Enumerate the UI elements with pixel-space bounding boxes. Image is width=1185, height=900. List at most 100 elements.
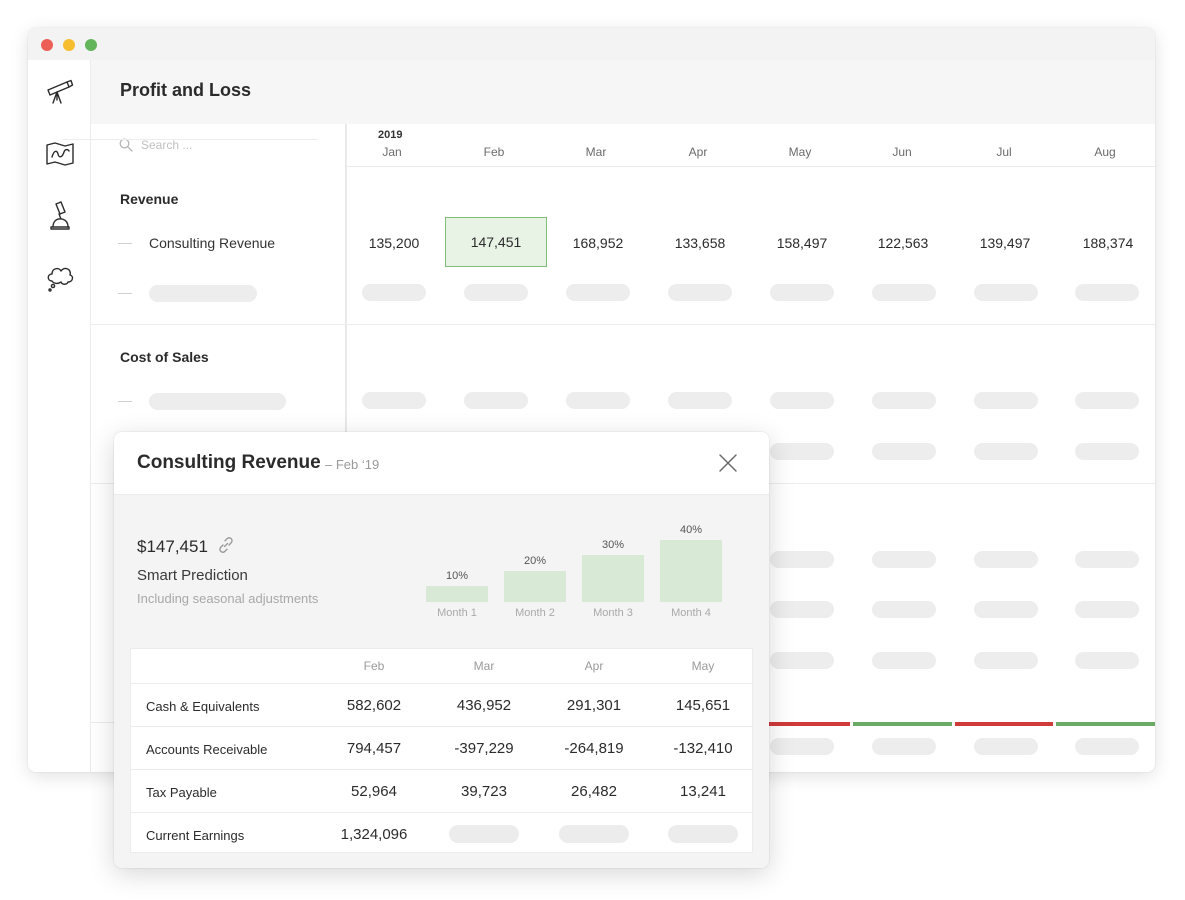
placeholder-cell [362,284,426,301]
table-cell: 1,324,096 [340,826,408,843]
chart-value-label: 40% [679,524,703,536]
cell-apr[interactable]: 133,658 [674,235,726,251]
section-divider [91,324,1155,325]
table-header-mar: Mar [473,659,495,673]
telescope-icon[interactable] [44,76,76,108]
placeholder-cell [872,551,936,568]
placeholder-cell [449,825,519,843]
status-bar-green [853,722,952,726]
table-row-label: Accounts Receivable [146,742,268,757]
row-indent-dash [118,243,132,244]
maximize-window-button[interactable] [85,39,97,51]
table-cell: 582,602 [346,697,402,714]
placeholder-cell [872,652,936,669]
table-cell: 145,651 [675,697,731,714]
close-icon[interactable] [717,452,741,476]
row-divider [131,683,752,684]
placeholder-cell [974,551,1038,568]
month-header-mar: Mar [585,145,607,159]
map-icon[interactable] [44,138,76,170]
smart-prediction-label: Smart Prediction [137,567,248,584]
detail-popup: Consulting Revenue – Feb ‘19 $147,451 Sm… [114,432,769,868]
cell-jan[interactable]: 135,200 [368,235,420,251]
smart-prediction-subtitle: Including seasonal adjustments [137,591,319,606]
placeholder-cell [872,601,936,618]
placeholder-cell [770,284,834,301]
placeholder-cell [872,284,936,301]
table-cell: -132,410 [673,740,733,757]
close-window-button[interactable] [41,39,53,51]
popup-title: Consulting Revenue [137,452,321,473]
microscope-icon[interactable] [44,200,76,232]
placeholder-cell [668,284,732,301]
chart-category-label: Month 1 [437,607,477,619]
placeholder-cell [872,738,936,755]
cell-jul[interactable]: 139,497 [979,235,1031,251]
placeholder-cell [1075,652,1139,669]
chart-category-label: Month 2 [515,607,555,619]
cell-aug[interactable]: 188,374 [1082,235,1134,251]
page-header: Profit and Loss [91,60,1155,124]
grid-header [346,124,1155,167]
placeholder-cell [464,392,528,409]
popup-subtitle: – Feb ‘19 [325,457,380,472]
placeholder-cell [974,738,1038,755]
placeholder-cell [1075,392,1139,409]
cell-mar[interactable]: 168,952 [572,235,624,251]
cell-jun[interactable]: 122,563 [877,235,929,251]
month-header-feb: Feb [483,145,505,159]
table-cell: 13,241 [680,783,726,800]
table-row-label: Cash & Equivalents [146,699,260,714]
placeholder-cell [974,284,1038,301]
sidebar [28,60,91,772]
popup-header: Consulting Revenue – Feb ‘19 [114,432,769,495]
placeholder-cell [559,825,629,843]
placeholder-row-label [149,393,286,410]
status-bar-green [1056,722,1155,726]
table-cell: 794,457 [346,740,402,757]
thought-cloud-icon[interactable] [44,262,76,294]
chart-bar [660,540,722,602]
link-icon[interactable] [216,535,236,560]
cell-may[interactable]: 158,497 [776,235,828,251]
placeholder-cell [362,392,426,409]
table-header-apr: Apr [584,659,604,673]
chart-value-label: 30% [601,539,625,551]
month-header-apr: Apr [688,145,708,159]
minimize-window-button[interactable] [63,39,75,51]
section-title-revenue: Revenue [120,191,179,207]
search-input[interactable] [141,138,321,152]
placeholder-cell [872,443,936,460]
placeholder-cell [770,443,834,460]
placeholder-cell [566,284,630,301]
table-cell: 26,482 [571,783,617,800]
cell-feb-selected[interactable]: 147,451 [445,217,547,267]
search-icon [119,138,133,152]
table-cell: 436,952 [456,697,512,714]
row-divider [131,812,752,813]
year-label: 2019 [378,129,403,141]
row-indent-dash [118,401,132,402]
table-row-label: Current Earnings [146,828,245,843]
month-header-may: May [788,145,812,159]
table-cell: -264,819 [564,740,624,757]
placeholder-cell [974,392,1038,409]
table-cell: 39,723 [461,783,507,800]
table-header-may: May [691,659,715,673]
status-bar-red [955,722,1053,726]
placeholder-cell [770,652,834,669]
month-header-jul: Jul [996,145,1012,159]
row-label-consulting-revenue[interactable]: Consulting Revenue [149,235,276,251]
placeholder-cell [1075,284,1139,301]
table-cell: 291,301 [566,697,622,714]
title-bar [28,28,1155,60]
placeholder-row-label [149,285,257,302]
search-bar[interactable] [119,138,321,152]
month-header-jan: Jan [382,145,402,159]
placeholder-cell [464,284,528,301]
table-cell: -397,229 [454,740,514,757]
divider [63,139,318,140]
row-divider [131,769,752,770]
placeholder-cell [770,551,834,568]
chart-value-label: 10% [445,570,469,582]
